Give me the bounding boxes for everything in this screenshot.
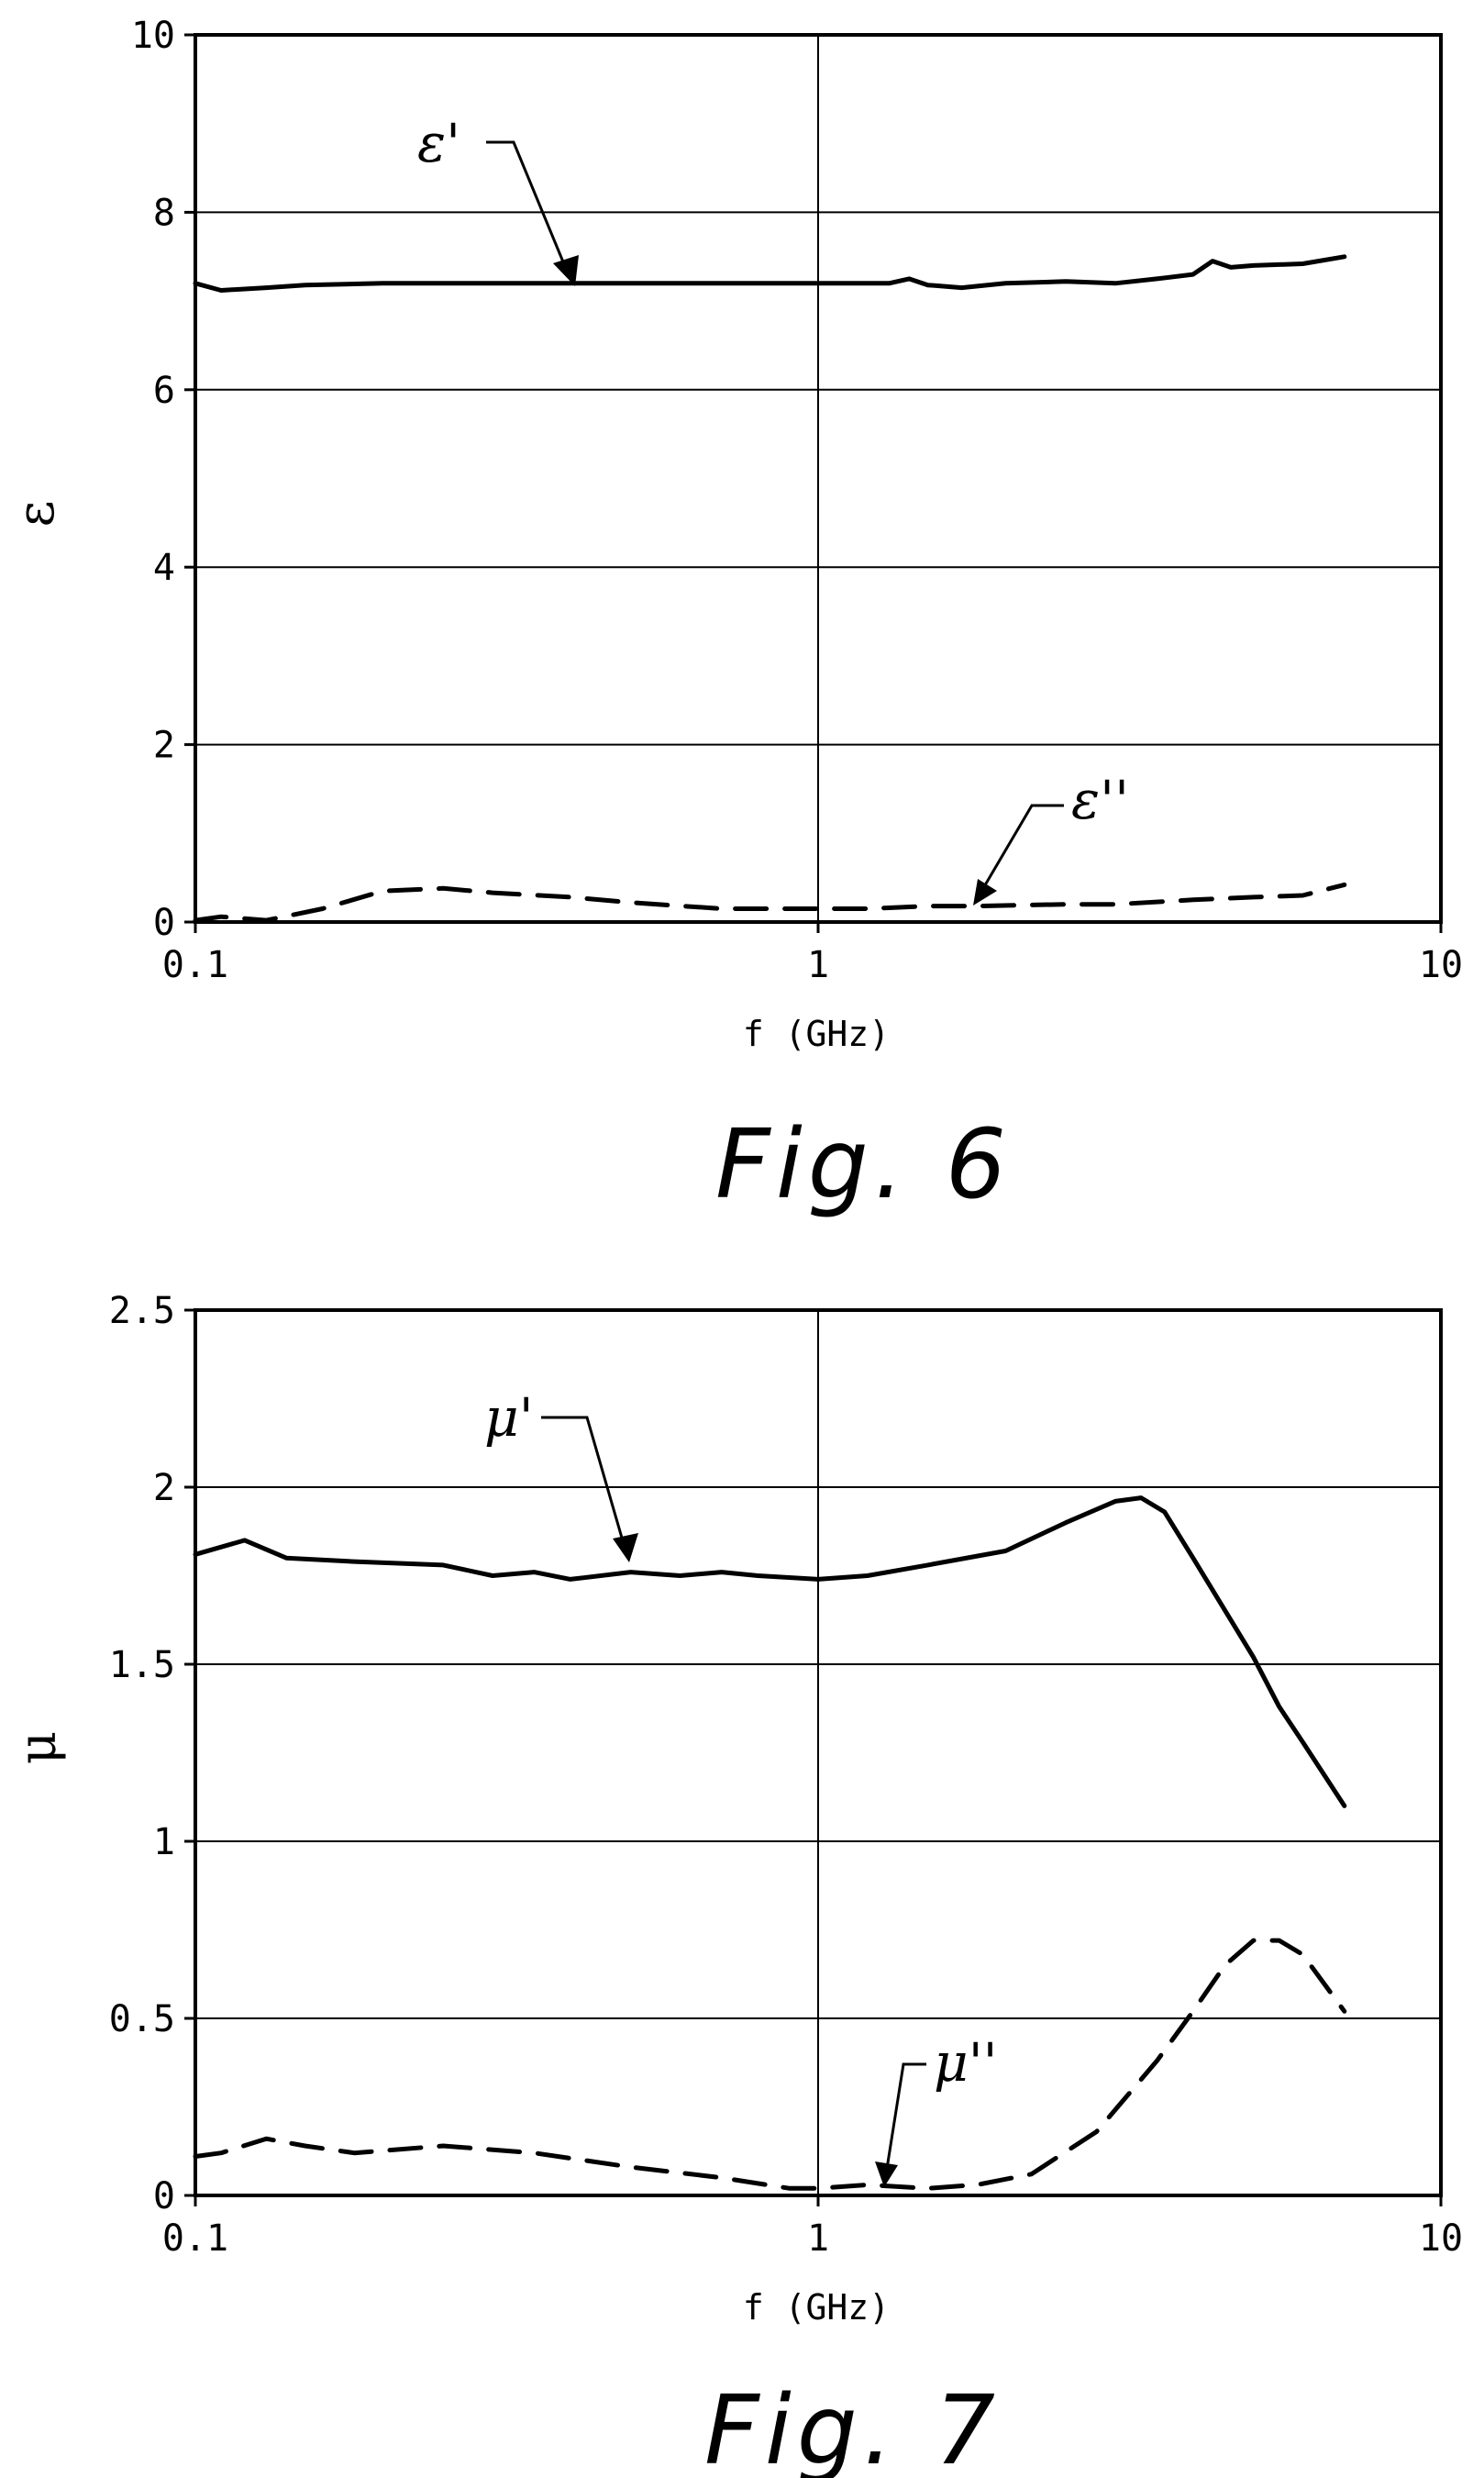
- series-line-fig7-loss: [193, 1938, 1347, 2191]
- y-tick-label: 2.5: [109, 1290, 175, 1332]
- y-axis-label-fig6: ε: [6, 500, 66, 527]
- annotation-mu-prime: μ': [484, 1386, 534, 1449]
- series-fig6: [193, 254, 1347, 923]
- ticks-fig7: 0 0.5 1 1.5 2 2.5 0.1 1 10: [109, 1290, 1463, 2260]
- y-tick-label: 2: [153, 1467, 175, 1509]
- y-tick-label: 0: [153, 2175, 175, 2217]
- y-tick-label: 1: [153, 1821, 175, 1863]
- x-tick-label: 10: [1419, 2217, 1463, 2260]
- y-tick-label: 10: [131, 15, 175, 57]
- annotation-arrow-eps-double-prime: [978, 804, 1064, 895]
- arrowhead-icon: [875, 2161, 898, 2187]
- x-axis-label-fig6: f (GHz): [743, 1014, 890, 1054]
- arrowhead-icon: [613, 1533, 638, 1562]
- y-tick-label: 1.5: [109, 1644, 175, 1686]
- annotation-eps-double-prime: ε'': [1071, 769, 1129, 831]
- grid-fig6: [195, 35, 1441, 922]
- y-tick-label: 0: [153, 902, 175, 944]
- annotation-arrow-mu-double-prime: [884, 2062, 926, 2175]
- figure-caption-fig7: Fig. 7: [704, 2374, 1001, 2478]
- series-fig7: [193, 1495, 1347, 2191]
- ticks-fig6: 0 2 4 6 8 10 0.1 1 10: [131, 15, 1463, 986]
- x-tick-label: 10: [1419, 944, 1463, 986]
- grid-fig7: [195, 1310, 1441, 2195]
- y-tick-label: 6: [153, 370, 175, 412]
- x-tick-label: 0.1: [162, 2217, 228, 2260]
- y-axis-label-fig7: μ: [8, 1731, 68, 1764]
- chart-fig6: 0 2 4 6 8 10 0.1 1 10 ε f (GHz) ε' ε'' Fig. 6: [6, 15, 1463, 1220]
- series-line-fig6-loss: [193, 882, 1347, 923]
- y-tick-label: 2: [153, 725, 175, 767]
- annotation-eps-prime: ε': [417, 112, 460, 174]
- y-tick-label: 8: [153, 192, 175, 234]
- x-tick-label: 1: [807, 2217, 829, 2260]
- arrowhead-icon: [553, 255, 579, 286]
- arrowhead-icon: [973, 879, 997, 906]
- y-tick-label: 4: [153, 547, 175, 589]
- series-line-fig7-real: [193, 1495, 1347, 1808]
- y-tick-label: 0.5: [109, 1998, 175, 2040]
- x-axis-label-fig7: f (GHz): [743, 2287, 890, 2328]
- x-tick-label: 0.1: [162, 944, 228, 986]
- x-tick-label: 1: [807, 944, 829, 986]
- annotation-arrow-mu-prime: [541, 1416, 627, 1551]
- annotation-mu-double-prime: μ'': [934, 2031, 998, 2094]
- annotation-arrow-eps-prime: [486, 140, 570, 276]
- figure-caption-fig6: Fig. 6: [715, 1108, 1012, 1220]
- chart-fig7: 0 0.5 1 1.5 2 2.5 0.1 1 10 μ f (GHz) μ' μ'' Fig.…: [8, 1290, 1463, 2478]
- series-line-fig6-real: [193, 254, 1347, 293]
